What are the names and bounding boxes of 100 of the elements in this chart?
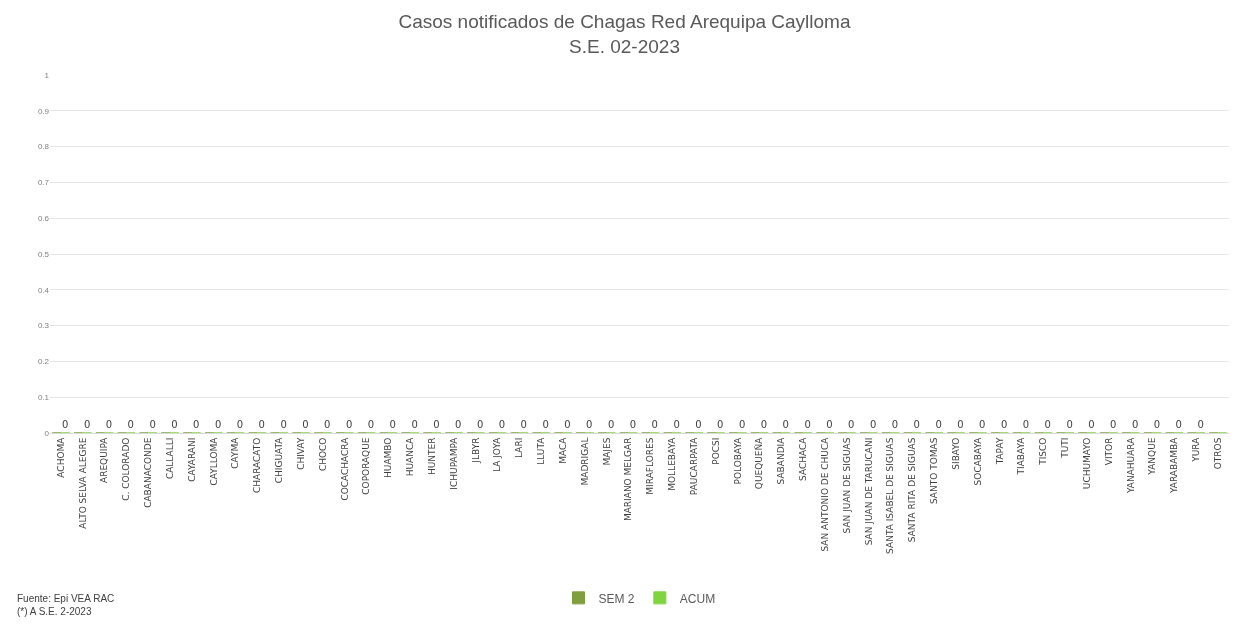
- data-label: 0: [1197, 419, 1204, 430]
- data-label: 0: [1022, 419, 1030, 430]
- data-label: 0: [214, 419, 222, 430]
- x-tick-label: SABANDIA: [776, 436, 787, 485]
- x-tick-label: SANTA RITA DE SIGUAS: [907, 437, 918, 543]
- x-tick-label: CHARACATO: [252, 437, 263, 494]
- data-label: 0: [826, 419, 833, 430]
- x-tick-label: MIRAFLORES: [645, 437, 656, 495]
- data-label: 0: [433, 419, 440, 430]
- x-tick-label: COPORAQUE: [361, 437, 372, 495]
- x-tick-label: SIBAYO: [951, 437, 962, 470]
- legend-label: ACUM: [679, 591, 716, 606]
- data-label: 0: [193, 419, 200, 430]
- y-tick-label: 0.4: [37, 285, 50, 295]
- y-tick-label: 0.1: [37, 393, 50, 402]
- data-label: 0: [62, 419, 69, 430]
- data-label: 0: [498, 419, 506, 430]
- x-tick-label: UCHUMAYO: [1082, 437, 1093, 490]
- data-label: 0: [848, 419, 855, 430]
- data-label: 0: [367, 419, 375, 430]
- x-tick-label: TAPAY: [994, 437, 1005, 466]
- x-tick-label: ICHUPAMPA: [448, 436, 459, 490]
- data-label: 0: [651, 419, 658, 430]
- data-label: 0: [1088, 419, 1095, 430]
- x-tick-label: CHIGUATA: [274, 436, 285, 484]
- x-tick-label: MARIANO MELGAR: [623, 437, 634, 522]
- source-note: Fuente: Epi VEA RAC (*) A S.E. 2-2023: [17, 593, 115, 617]
- data-label: 0: [83, 419, 91, 430]
- x-tick-label: SAN JUAN DE SIGUAS: [841, 437, 852, 534]
- data-label: 0: [957, 419, 964, 430]
- x-tick-label: SAN ANTONIO DE CHUCA: [820, 436, 831, 552]
- y-tick-label: 0.9: [37, 106, 50, 116]
- x-tick-label: LLUTA: [536, 436, 547, 465]
- data-label: 0: [542, 419, 549, 430]
- x-tick-label: POCSI: [710, 437, 721, 465]
- data-label: 0: [738, 419, 746, 430]
- data-label: 0: [1066, 419, 1073, 430]
- data-label: 0: [1131, 419, 1139, 430]
- x-tick-label: YANQUE: [1147, 437, 1158, 476]
- data-label: 0: [149, 419, 156, 430]
- y-tick-label: 0.2: [37, 357, 50, 367]
- data-label: 0: [258, 419, 265, 430]
- x-tick-label: SANTO TOMAS: [929, 437, 940, 505]
- y-tick-label: 0.5: [37, 249, 50, 259]
- data-label: 0: [1175, 419, 1182, 430]
- data-label: 0: [607, 419, 615, 430]
- x-tick-label: ALTO SELVA ALEGRE: [77, 437, 88, 529]
- x-tick-label: HUANCA: [405, 436, 416, 477]
- data-label: 0: [935, 419, 942, 430]
- data-label: 0: [717, 419, 724, 430]
- x-tick-label: MOLLEBAYA: [667, 436, 678, 491]
- x-tick-label: YANAHUARA: [1125, 436, 1136, 495]
- data-label: 0: [455, 419, 462, 430]
- data-label: 0: [520, 419, 527, 430]
- data-label: 0: [629, 419, 637, 430]
- data-label: 0: [127, 419, 134, 430]
- data-label: 0: [324, 419, 331, 430]
- x-tick-label: TIABAYA: [1016, 436, 1027, 476]
- y-tick-label: 0: [44, 428, 50, 438]
- y-tick-label: 0.3: [37, 321, 50, 331]
- x-tick-label: YARABAMBA: [1169, 436, 1180, 495]
- data-label: 0: [1000, 419, 1008, 430]
- data-label: 0: [1153, 419, 1161, 430]
- data-label: 0: [979, 419, 986, 430]
- legend-label: SEM 2: [598, 591, 635, 606]
- x-tick-label: CHIVAY: [296, 437, 306, 470]
- data-label: 0: [236, 419, 244, 430]
- data-label: 0: [171, 419, 178, 430]
- x-tick-label: COCACHACRA: [339, 436, 350, 501]
- data-label: 0: [389, 419, 396, 430]
- x-tick-label: ACHOMA: [55, 436, 66, 478]
- data-label: 0: [782, 419, 789, 430]
- x-tick-label: TISCO: [1038, 437, 1049, 466]
- data-label: 0: [280, 419, 287, 430]
- data-label: 0: [564, 419, 571, 430]
- x-tick-label: HUAMBO: [383, 437, 394, 478]
- x-tick-label: SAN JUAN DE TARUCANI: [863, 437, 874, 546]
- x-tick-label: MACA: [558, 436, 569, 464]
- x-tick-label: VITOR: [1103, 437, 1114, 466]
- y-tick-label: 0.8: [37, 142, 50, 152]
- data-label: 0: [891, 419, 899, 430]
- x-tick-label: CAYLLOMA: [208, 436, 219, 486]
- x-tick-label: QUEQUEÑA: [754, 436, 765, 490]
- x-tick-label: MAJES: [601, 437, 612, 466]
- data-label: 0: [411, 419, 418, 430]
- data-label: 0: [1110, 419, 1117, 430]
- y-tick-label: 0.7: [37, 178, 50, 188]
- x-tick-label: C. COLORADO: [121, 437, 132, 501]
- x-tick-label: POLOBAYA: [732, 436, 743, 485]
- data-label: 0: [673, 419, 680, 430]
- y-tick-label: 0.6: [37, 214, 50, 223]
- x-tick-label: TUTI: [1060, 437, 1071, 459]
- x-tick-label: YURA: [1191, 436, 1202, 463]
- x-tick-label: LA JOYA: [492, 436, 503, 473]
- x-tick-label: PAUCARPATA: [689, 436, 700, 496]
- x-tick-label: HUNTER: [427, 437, 437, 476]
- data-label: 0: [476, 419, 484, 430]
- x-tick-label: CAYMA: [230, 436, 241, 469]
- x-tick-label: CHOCO: [317, 437, 328, 472]
- x-tick-label: SOCABAYA: [972, 436, 983, 486]
